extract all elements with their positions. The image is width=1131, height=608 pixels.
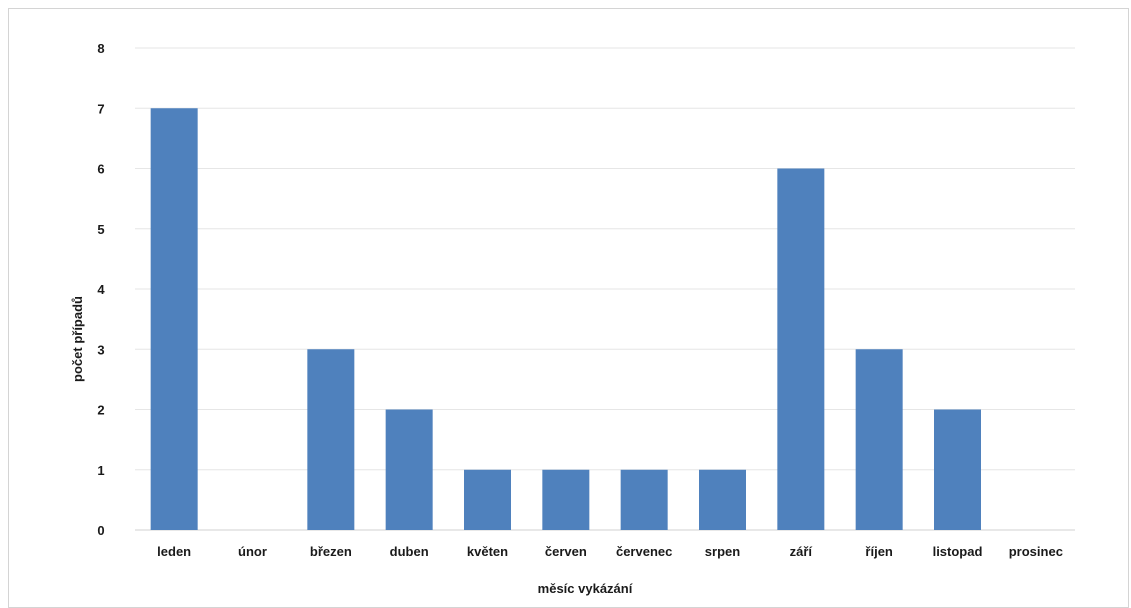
bar-říjen: [855, 349, 903, 530]
x-tick-label: srpen: [705, 544, 740, 559]
x-tick-label: březen: [310, 544, 352, 559]
x-tick-label: listopad: [933, 544, 983, 559]
y-tick-label: 0: [97, 523, 104, 538]
y-axis-title: počet případů: [70, 296, 85, 382]
bar-červen: [542, 469, 590, 530]
y-tick-label: 2: [97, 403, 104, 418]
bar-květen: [464, 469, 511, 530]
y-tick-label: 1: [97, 463, 104, 478]
x-axis-ticks: leden únor březen duben květen červen červenec…: [157, 544, 1063, 559]
x-tick-label: květen: [467, 544, 508, 559]
y-tick-label: 3: [97, 342, 104, 357]
y-tick-label: 5: [97, 222, 104, 237]
y-tick-label: 4: [97, 282, 105, 297]
x-tick-label: září: [790, 544, 813, 559]
x-axis-title: měsíc vykázání: [538, 581, 633, 596]
x-tick-label: prosinec: [1009, 544, 1063, 559]
bar-duben: [385, 409, 433, 530]
x-tick-label: červen: [545, 544, 587, 559]
bar-srpen: [699, 469, 746, 530]
x-tick-label: leden: [157, 544, 191, 559]
bar-březen: [307, 349, 355, 530]
bar-červenec: [620, 469, 668, 530]
gridlines: [135, 47, 1075, 531]
y-tick-label: 8: [97, 41, 104, 56]
bar-listopad: [934, 409, 981, 530]
bar-září: [777, 168, 825, 530]
x-tick-label: říjen: [865, 544, 893, 559]
y-tick-label: 7: [97, 101, 104, 116]
x-tick-label: duben: [390, 544, 429, 559]
y-axis-ticks: 0 1 2 3 4 5 6 7 8: [97, 41, 105, 538]
x-tick-label: únor: [238, 544, 267, 559]
bar-leden: [150, 108, 198, 530]
bars: [150, 108, 981, 530]
y-tick-label: 6: [97, 162, 104, 177]
x-tick-label: červenec: [616, 544, 672, 559]
